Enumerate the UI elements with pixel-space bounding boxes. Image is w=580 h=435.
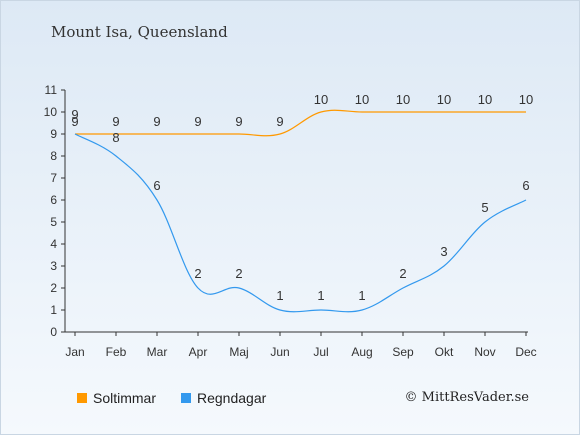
x-tick-label: Dec	[515, 345, 536, 359]
data-label-soltimmar: 9	[71, 114, 78, 129]
x-tick-label: Aug	[351, 345, 372, 359]
data-label-soltimmar: 10	[355, 92, 369, 107]
chart-title: Mount Isa, Queensland	[51, 23, 228, 41]
x-tick-label: Maj	[229, 345, 248, 359]
data-label-regndagar: 9	[71, 107, 78, 122]
x-tick-label: Jan	[65, 345, 84, 359]
data-label-regndagar: 2	[235, 266, 242, 281]
x-tick-label: Jul	[313, 345, 328, 359]
y-tick-label: 9	[50, 127, 57, 141]
data-label-soltimmar: 10	[437, 92, 451, 107]
data-label-soltimmar: 9	[194, 114, 201, 129]
x-tick-label: Nov	[474, 345, 495, 359]
data-label-soltimmar: 9	[276, 114, 283, 129]
data-label-regndagar: 6	[153, 178, 160, 193]
data-label-soltimmar: 10	[519, 92, 533, 107]
legend-swatch-regndagar	[181, 393, 191, 403]
data-label-regndagar: 1	[358, 288, 365, 303]
series-line-regndagar	[74, 133, 527, 313]
data-label-regndagar: 8	[112, 130, 119, 145]
y-tick-label: 6	[50, 193, 57, 207]
y-tick-label: 11	[45, 83, 58, 97]
y-tick-label: 2	[50, 281, 57, 295]
legend-label-soltimmar: Soltimmar	[93, 390, 157, 406]
data-label-soltimmar: 9	[153, 114, 160, 129]
x-tick-label: Mar	[147, 345, 168, 359]
legend-item-soltimmar: Soltimmar	[77, 390, 156, 406]
series-line-soltimmar	[75, 109, 526, 137]
data-label-regndagar: 2	[194, 266, 201, 281]
data-label-regndagar: 1	[317, 288, 324, 303]
credit-text: © MittResVader.se	[404, 390, 529, 405]
y-tick-label: 1	[50, 303, 57, 317]
data-label-soltimmar: 10	[314, 92, 328, 107]
y-tick-label: 3	[50, 259, 57, 273]
data-label-soltimmar: 9	[112, 114, 119, 129]
y-tick-label: 4	[50, 237, 57, 251]
y-tick-label: 5	[50, 215, 57, 229]
x-tick-label: Apr	[189, 345, 208, 359]
data-label-soltimmar: 10	[396, 92, 410, 107]
x-tick-label: Jun	[270, 345, 289, 359]
y-tick-label: 10	[44, 105, 58, 119]
data-label-regndagar: 3	[440, 244, 447, 259]
x-tick-label: Sep	[392, 345, 414, 359]
data-label-soltimmar: 9	[235, 114, 242, 129]
x-tick-label: Okt	[435, 345, 454, 359]
y-tick-label: 0	[50, 325, 57, 339]
data-label-regndagar: 1	[276, 288, 283, 303]
y-tick-label: 7	[50, 171, 57, 185]
data-label-regndagar: 2	[399, 266, 406, 281]
data-label-regndagar: 5	[481, 200, 488, 215]
y-tick-label: 8	[50, 149, 57, 163]
legend-swatch-soltimmar	[77, 393, 87, 403]
data-label-soltimmar: 10	[478, 92, 492, 107]
legend-item-regndagar: Regndagar	[181, 390, 266, 406]
legend-label-regndagar: Regndagar	[197, 390, 267, 406]
data-label-regndagar: 6	[522, 178, 529, 193]
x-tick-label: Feb	[106, 345, 127, 359]
